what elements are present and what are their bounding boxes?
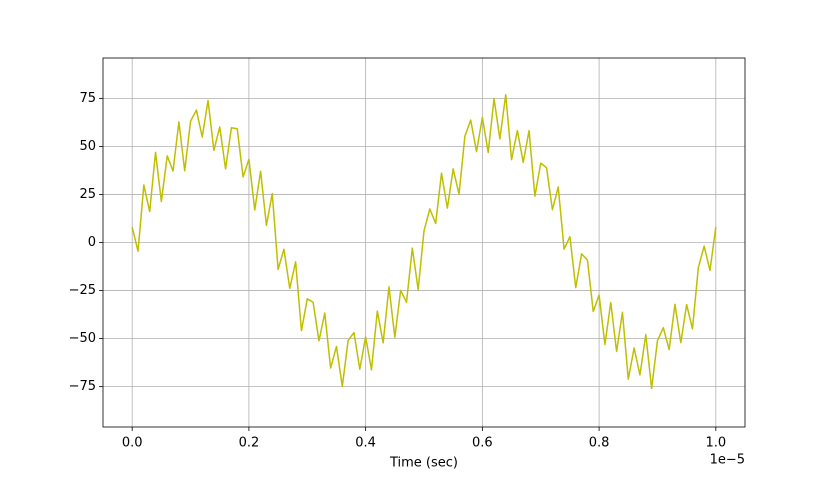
plot [131, 93, 717, 390]
x-tick-label: 0.8 [589, 436, 610, 451]
y-tick-label: 25 [79, 187, 96, 202]
x-tick-label: 0.4 [355, 436, 376, 451]
x-tick-label: 0.6 [472, 436, 493, 451]
ticks: 0.0 0.2 0.4 0.6 0.8 1.0 −75 −50 −25 0 25 50 75 [69, 91, 727, 451]
x-tick-label: 0.2 [239, 436, 260, 451]
y-tick-label: −75 [69, 379, 96, 394]
x-tick-label: 1.0 [705, 436, 726, 451]
y-tick-label: −50 [69, 331, 96, 346]
x-tick-label: 0.0 [122, 436, 143, 451]
signal-line [131, 93, 717, 390]
grid [103, 58, 745, 427]
y-tick-label: 50 [79, 139, 96, 154]
x-axis-label: Time (sec) [389, 456, 458, 471]
x-offset-label: 1e−5 [710, 453, 745, 468]
y-tick-label: −25 [69, 283, 96, 298]
y-tick-label: 75 [79, 91, 96, 106]
y-tick-label: 0 [88, 235, 96, 250]
